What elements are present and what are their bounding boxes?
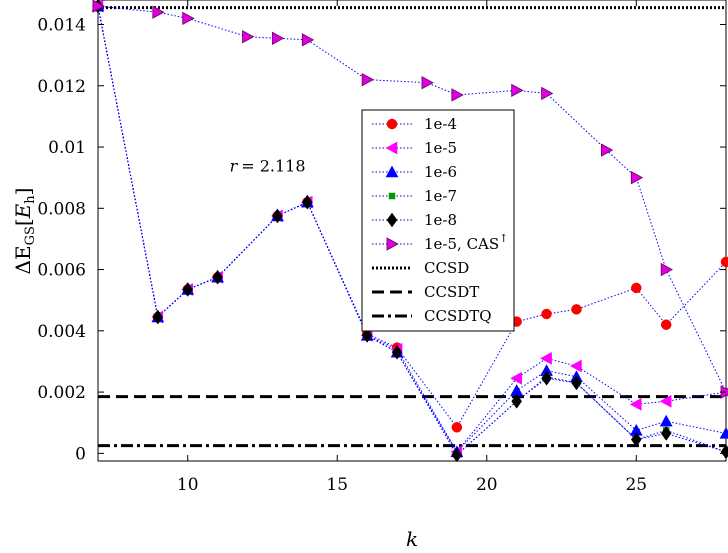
y-tick-label: 0.006: [37, 261, 86, 281]
data-point: [152, 309, 164, 325]
data-point: [272, 31, 285, 45]
data-point: [92, 0, 105, 13]
y-tick-label: 0.002: [37, 383, 86, 403]
data-point: [242, 30, 255, 44]
y-tick-label: 0.014: [37, 16, 86, 36]
data-point: [630, 432, 642, 447]
x-tick-label: 25: [625, 475, 647, 495]
data-point: [361, 327, 373, 343]
series-markers: [91, 0, 728, 463]
x-axis-label: k: [406, 527, 418, 551]
data-point: [719, 426, 728, 439]
data-point: [630, 170, 644, 185]
legend-marker-1: [385, 141, 398, 155]
y-tick-label: 0.012: [37, 77, 86, 97]
data-point: [631, 282, 642, 294]
x-axis: 10 15 20 25: [177, 0, 647, 495]
data-point: [569, 359, 582, 373]
data-point: [571, 304, 582, 315]
data-point: [451, 422, 463, 433]
legend-label-ccsd: CCSD: [424, 259, 469, 277]
data-point: [361, 72, 374, 87]
x-tick-label: 15: [326, 475, 348, 495]
data-point: [660, 319, 672, 330]
data-point: [541, 86, 554, 101]
data-point: [212, 269, 223, 285]
data-point: [152, 5, 165, 19]
y-tick-label: 0.004: [37, 322, 86, 342]
data-point: [391, 344, 403, 360]
plot-frame: [97, 0, 727, 462]
legend-label-ccsdtq: CCSDTQ: [424, 307, 492, 325]
data-point: [510, 371, 522, 385]
data-point: [301, 33, 315, 47]
data-point: [182, 11, 195, 26]
data-point: [511, 83, 524, 98]
data-point: [660, 262, 674, 277]
legend: 1e-4 1e-5 1e-6 1e-7 1e-8 1e-5, CAS↑ CCSD CCSDT C…: [361, 109, 515, 332]
y-tick-label: 0: [75, 444, 86, 464]
legend-label-4: 1e-8: [424, 211, 457, 229]
x-tick-label: 20: [476, 475, 498, 495]
data-point: [451, 88, 464, 102]
data-point: [421, 76, 434, 90]
data-point: [182, 282, 194, 297]
data-point: [540, 351, 552, 365]
data-point: [272, 208, 283, 224]
y-tick-label: 0.008: [37, 199, 86, 219]
data-point: [720, 444, 728, 460]
data-point: [451, 447, 463, 463]
legend-label-5: 1e-5, CAS↑: [424, 232, 508, 253]
legend-label-3: 1e-7: [424, 187, 457, 205]
y-axis: 0 0.002 0.004 0.006 0.008 0.01 0.012 0.014: [37, 16, 726, 464]
data-point: [302, 194, 313, 210]
data-point: [541, 308, 552, 320]
y-tick-label: 0.01: [48, 138, 86, 158]
legend-marker-2: [385, 165, 399, 178]
legend-marker-5: [386, 237, 399, 251]
data-point: [659, 414, 673, 427]
data-point: [720, 256, 728, 268]
y-axis-label: ΔEGS[Eh]: [11, 188, 38, 275]
legend-marker-0: [386, 118, 398, 130]
data-point: [541, 370, 552, 386]
data-point: [659, 394, 672, 408]
data-point: [629, 397, 642, 411]
series-line-4: [97, 6, 727, 456]
data-point: [600, 143, 614, 157]
legend-label-ccsdt: CCSDT: [424, 283, 479, 301]
legend-label-1: 1e-5: [424, 139, 457, 157]
legend-marker-3: [388, 192, 396, 200]
data-point: [571, 375, 582, 391]
legend-marker-4: [386, 212, 398, 228]
x-tick-label: 10: [177, 475, 199, 495]
data-point: [660, 426, 672, 441]
data-point: [511, 393, 522, 409]
legend-label-2: 1e-6: [424, 163, 457, 181]
reference-lines: [98, 6, 726, 448]
legend-label-0: 1e-4: [424, 115, 457, 133]
annotation-r: r = 2.118: [230, 157, 306, 176]
